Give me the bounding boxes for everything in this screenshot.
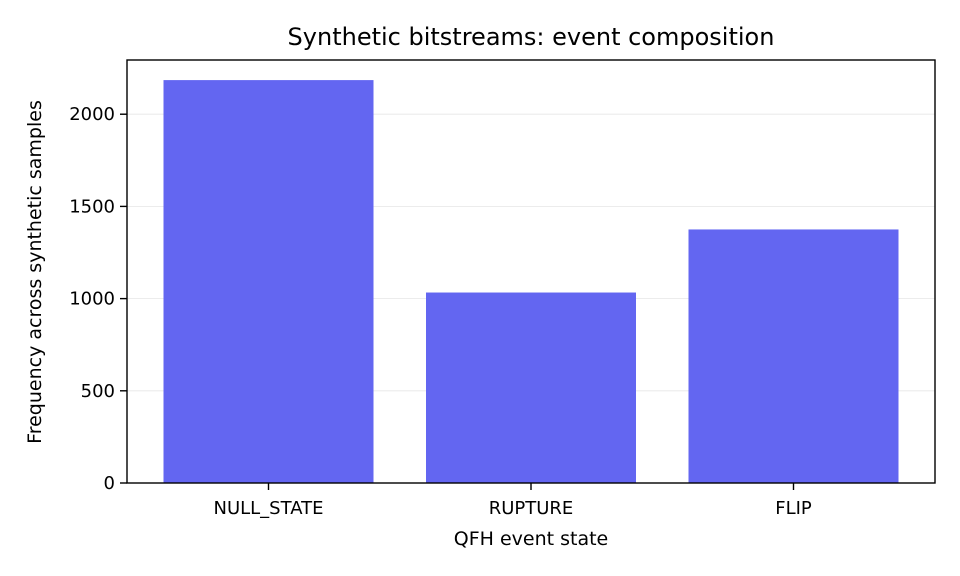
x-tick-label: RUPTURE [489,498,574,519]
bar-rupture [426,292,636,483]
y-axis-label: Frequency across synthetic samples [24,100,46,444]
y-tick-label: 1500 [69,196,115,217]
x-axis-ticks: NULL_STATE RUPTURE FLIP [213,483,812,519]
chart-title: Synthetic bitstreams: event composition [288,23,775,51]
bars [163,80,899,484]
x-tick-label: FLIP [775,498,812,519]
y-tick-label: 2000 [69,104,115,125]
x-axis-label: QFH event state [454,528,609,550]
y-tick-label: 0 [104,473,115,494]
y-tick-label: 500 [81,381,115,402]
y-axis-ticks: 0 500 1000 1500 2000 [69,104,127,494]
bar-null-state [163,80,374,484]
y-tick-label: 1000 [69,289,115,310]
bar-flip [688,229,899,483]
x-tick-label: NULL_STATE [213,498,323,519]
